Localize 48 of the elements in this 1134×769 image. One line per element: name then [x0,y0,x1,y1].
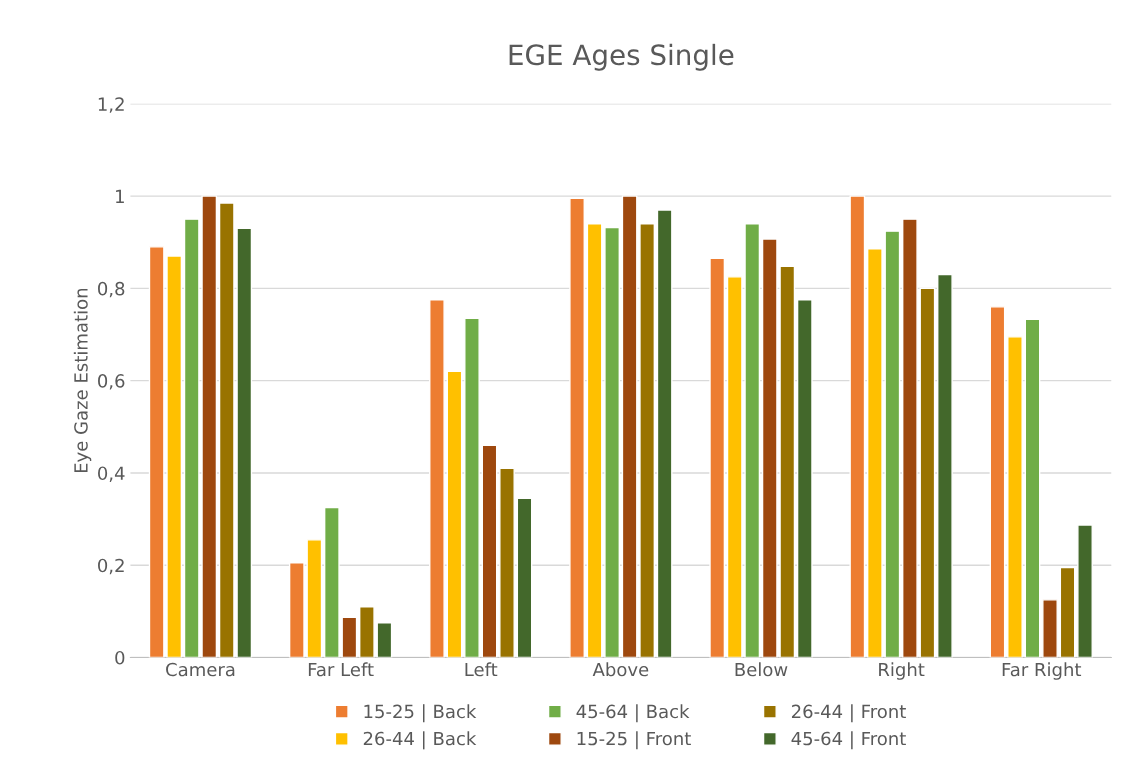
x-tick-label: Camera [166,662,235,677]
bar [796,299,813,658]
x-tick-label: Right [879,662,925,680]
bar [1007,336,1023,658]
bar [989,306,1006,658]
legend-label: 45-64 | Back [576,704,690,723]
bar [586,223,603,658]
bar [709,257,726,658]
y-tick-label: 1,2 [98,97,124,113]
bar [376,622,393,658]
y-tick-label: 0 [115,650,125,665]
y-tick-label: 0,8 [98,281,125,298]
bar [919,287,936,658]
bar [569,197,585,658]
y-tick-label: 0,2 [98,558,124,575]
x-tick-label: Far Left [308,662,374,677]
y-tick-label: 0,6 [98,374,125,390]
bar [937,273,953,658]
x-tick-label: Above [592,662,649,677]
legend-label: 26-44 | Back [363,731,477,750]
legend-label: 15-25 | Back [364,704,477,723]
bar [359,606,375,658]
bar [902,218,918,658]
y-tick-label: 0,4 [98,466,125,482]
bar [516,497,533,658]
x-tick-label: Below [735,662,788,677]
bar [621,195,638,658]
legend-label: 45-64 | Front [791,731,906,750]
bar [1024,318,1041,658]
bar [639,223,656,658]
bar [1042,599,1058,658]
y-tick-label: 1 [116,189,124,203]
bar [656,209,673,658]
legend-label: 26-44 | Front [791,704,906,723]
chart-title: EGE Ages Single [509,43,734,71]
bar [499,467,515,658]
bar [604,226,620,658]
bar [1077,524,1093,658]
bar [849,195,866,658]
legend-label: 15-25 | Front [577,731,691,750]
x-tick-label: Left [465,662,498,677]
bar [1059,566,1076,658]
bar [429,299,445,658]
y-axis-title: Eye Gaze Estimation [73,288,92,473]
bar [446,370,463,658]
bar [481,444,498,658]
bar [464,317,480,658]
x-tick-label: Far Right [1002,662,1082,680]
